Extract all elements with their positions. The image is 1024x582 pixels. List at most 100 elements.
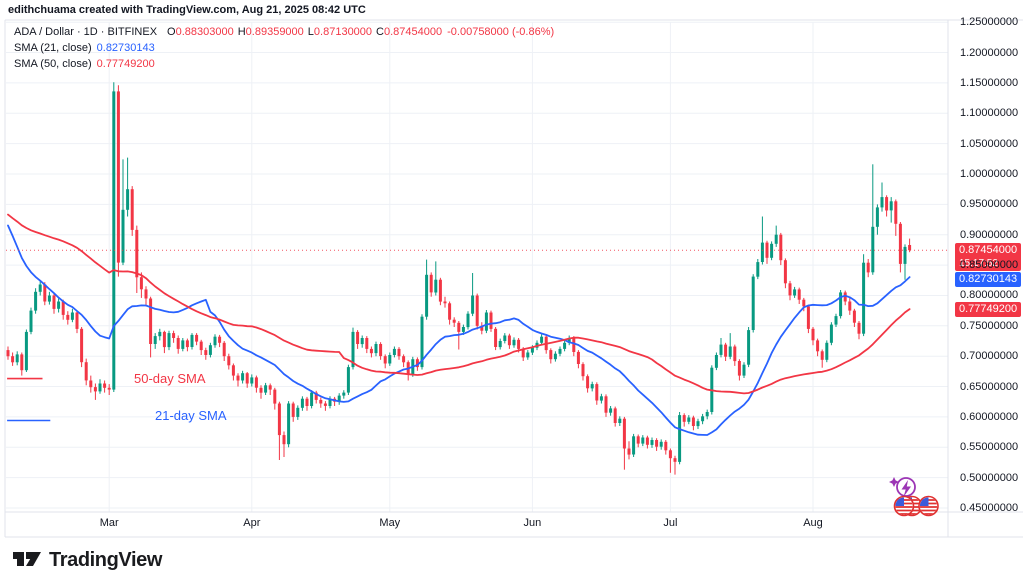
candle-body [475,295,479,326]
candle-body [862,262,866,334]
candle-body [107,387,111,390]
sma50-annotation-label[interactable]: 50-day SMA [134,371,206,386]
price-tick-label: 0.75000000 [960,319,1019,332]
candle-body [231,365,235,376]
candle-body [84,362,88,381]
candle-body [420,316,424,368]
candle-body [185,340,189,348]
candle-body [342,392,346,396]
candle-body [116,91,120,263]
candle-body [383,356,387,364]
chart-legend: ADA / Dollar · 1D · BITFINEX O0.88303000 H… [14,25,554,73]
candle-body [153,336,157,344]
candle-body [705,412,709,417]
candle-body [93,387,97,392]
candle-body [586,376,590,389]
candle-body [337,395,341,402]
candle-body [875,207,879,227]
candle-body [162,331,166,348]
candle-body [218,336,222,343]
candle-body [737,361,741,376]
candle-body [61,301,65,315]
candle-body [678,415,682,462]
candle-body [724,344,728,357]
candle-body [609,408,613,413]
candle-body [898,223,902,264]
candle-body [613,408,617,423]
candle-body [360,338,364,345]
candle-body [282,435,286,445]
candle-body [374,344,378,354]
sma21-value: 0.82730143 [96,42,155,54]
tradingview-logo-text: TradingView [49,548,163,571]
candle-body [636,436,640,444]
candle-body [103,383,107,388]
candle-body [645,437,649,445]
candle-body [461,327,465,332]
sma50-line [7,213,911,395]
candle-body [595,384,599,401]
candle-body [425,274,429,317]
price-scale[interactable]: 0.87454000 15:17:52 0.82730143 0.7774920… [948,16,1024,537]
price-tick-label: 0.50000000 [960,471,1019,484]
candle-body [517,339,521,349]
candle-body [254,377,258,388]
candle-body [80,328,84,363]
candle-body [627,448,631,455]
candle-body [756,262,760,277]
candle-body [512,339,516,346]
sma21-row[interactable]: SMA (21, close) 0.82730143 [14,41,554,56]
candle-body [314,392,318,400]
symbol-ohlc-row[interactable]: ADA / Dollar · 1D · BITFINEX O0.88303000 H… [14,25,554,40]
candle-body [52,295,56,309]
candle-body [659,441,663,447]
candle-body [866,262,870,273]
candle-body [728,346,732,357]
candle-body [277,403,281,436]
candle-body [328,398,332,406]
symbol-title[interactable]: ADA / Dollar · 1D · BITFINEX [14,26,158,38]
sma21-annotation-label[interactable]: 21-day SMA [155,408,227,423]
candle-body [452,319,456,323]
sma21-price-badge: 0.82730143 [955,271,1022,287]
price-tick-label: 0.85000000 [960,259,1019,272]
candle-body [903,246,907,264]
candle-body [144,289,148,299]
candle-body [829,324,833,343]
candle-body [250,377,254,384]
candle-body [770,243,774,258]
lightning-spark-icon [889,477,916,497]
candle-body [273,389,277,404]
candle-body [241,373,245,381]
candle-body [434,279,438,293]
candle-body [415,359,419,368]
candle-body [563,342,567,349]
candle-body [530,347,534,353]
candle-body [429,274,433,293]
sma50-row[interactable]: SMA (50, close) 0.77749200 [14,57,554,72]
candle-body [121,209,125,263]
high-key: H [237,26,246,38]
candle-body [880,197,884,208]
candle-body [793,289,797,296]
candle-body [89,380,93,388]
candle-body [650,440,654,445]
candle-body [839,292,843,317]
candle-body [15,354,19,363]
price-tick-label: 0.95000000 [960,198,1019,211]
candle-body [310,392,314,406]
candle-body [135,229,139,278]
candle-body [802,299,806,307]
tradingview-logo[interactable]: TradingView [12,548,162,572]
price-tick-label: 0.55000000 [960,441,1019,454]
time-scale[interactable]: Mar Apr May Jun Jul Aug [0,512,948,537]
candle-body [494,328,498,347]
candle-body [38,284,42,292]
candle-body [365,338,369,349]
candle-body [176,338,180,349]
chart-stickers [889,477,939,517]
time-axis-month-label: Mar [99,517,119,529]
candle-body [34,291,38,311]
